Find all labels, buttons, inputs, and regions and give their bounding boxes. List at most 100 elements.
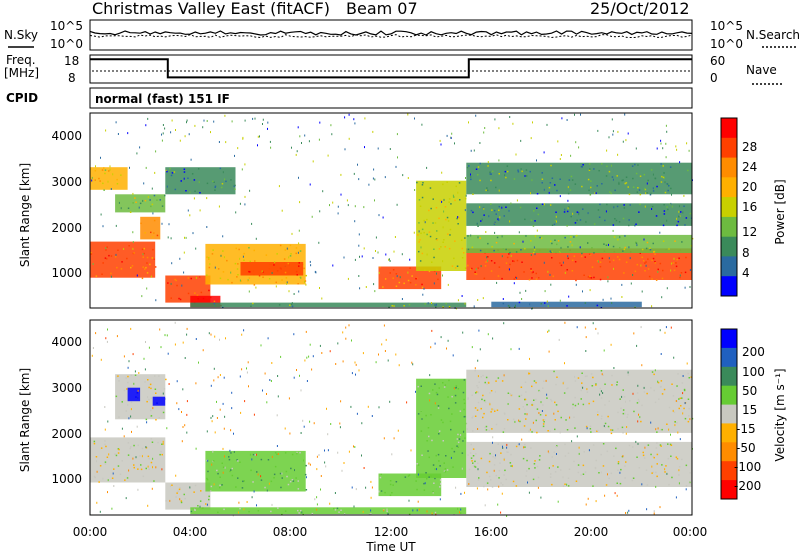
power-speckle	[622, 250, 624, 252]
power-noise	[136, 152, 138, 155]
velocity-speckle	[535, 419, 537, 422]
velocity-noise	[410, 449, 412, 452]
velocity-speckle	[133, 464, 135, 466]
velocity-speckle	[572, 407, 574, 409]
power-noise	[560, 246, 562, 249]
velocity-speckle	[289, 480, 292, 483]
velocity-speckle	[494, 457, 496, 459]
velocity-speckle	[219, 476, 221, 478]
velocity-noise	[289, 432, 291, 435]
power-speckle	[213, 300, 216, 303]
velocity-speckle	[456, 438, 459, 440]
power-noise	[441, 200, 443, 203]
velocity-speckle	[627, 413, 629, 416]
velocity-speckle	[627, 374, 630, 376]
velocity-noise	[326, 407, 327, 410]
velocity-speckle	[663, 388, 666, 391]
velocity-noise	[355, 373, 356, 376]
power-cb-swatch-7	[721, 256, 737, 277]
velocity-noise	[592, 322, 594, 325]
power-speckle	[278, 304, 281, 306]
velocity-noise	[556, 453, 557, 455]
power-speckle	[550, 164, 552, 167]
velocity-noise	[477, 359, 479, 362]
power-noise	[431, 302, 432, 304]
velocity-speckle	[667, 443, 669, 445]
power-noise	[671, 193, 672, 196]
power-speckle	[179, 298, 182, 301]
power-speckle	[419, 239, 421, 241]
velocity-noise	[600, 471, 602, 474]
velocity-speckle	[434, 477, 436, 480]
power-speckle	[514, 306, 516, 308]
power-speckle	[433, 248, 435, 250]
velocity-speckle	[430, 414, 432, 416]
velocity-speckle	[267, 459, 270, 461]
xtick-0800: 08:00	[273, 525, 308, 539]
beam-label: Beam 07	[346, 0, 418, 18]
power-speckle	[588, 169, 591, 171]
xaxis-label: Time UT	[365, 540, 416, 554]
power-noise	[281, 209, 283, 212]
power-speckle	[498, 266, 501, 268]
power-speckle	[593, 252, 595, 254]
power-noise	[666, 219, 668, 222]
power-noise	[299, 201, 301, 204]
power-speckle	[99, 180, 101, 182]
velocity-speckle	[160, 450, 162, 453]
velocity-speckle	[451, 447, 453, 450]
power-noise	[515, 153, 517, 156]
velocity-speckle	[564, 483, 566, 485]
velocity-noise	[633, 332, 635, 335]
power-noise	[567, 199, 569, 202]
power-speckle	[521, 261, 523, 263]
power-speckle	[508, 253, 510, 255]
power-speckle	[612, 245, 615, 248]
power-speckle	[108, 170, 110, 172]
velocity-noise	[251, 458, 253, 461]
power-speckle	[618, 183, 620, 185]
power-speckle	[623, 272, 625, 274]
power-speckle	[491, 209, 493, 211]
velocity-noise	[342, 360, 344, 363]
velocity-noise	[459, 511, 460, 514]
velocity-speckle	[150, 409, 152, 412]
power-speckle	[515, 251, 518, 253]
velocity-speckle	[475, 392, 477, 394]
power-speckle	[379, 266, 381, 268]
power-speckle	[635, 223, 637, 225]
velocity-noise	[625, 512, 627, 514]
velocity-speckle	[586, 391, 589, 393]
velocity-speckle	[142, 475, 145, 478]
velocity-noise	[233, 432, 234, 435]
velocity-speckle	[629, 400, 631, 402]
power-speckle	[128, 245, 130, 247]
velocity-noise	[477, 375, 479, 378]
power-noise	[549, 273, 551, 276]
power-speckle	[408, 303, 411, 306]
velocity-speckle	[386, 510, 388, 513]
power-noise	[496, 281, 498, 284]
velocity-speckle	[199, 500, 202, 502]
velocity-noise	[161, 468, 163, 471]
power-noise	[536, 159, 537, 162]
power-speckle	[237, 263, 239, 265]
power-speckle	[493, 209, 496, 212]
velocity-speckle	[654, 401, 657, 404]
velocity-speckle	[642, 454, 645, 457]
power-speckle	[667, 189, 669, 192]
power-noise	[183, 271, 185, 274]
velocity-noise	[152, 466, 153, 469]
velocity-speckle	[501, 380, 504, 382]
velocity-speckle	[273, 477, 275, 479]
power-noise	[142, 253, 144, 256]
velocity-speckle	[673, 411, 676, 413]
power-noise	[190, 158, 192, 161]
power-speckle	[227, 278, 229, 281]
power-noise	[436, 272, 437, 275]
velocity-speckle	[678, 398, 680, 400]
power-speckle	[284, 249, 287, 251]
velocity-noise	[249, 453, 251, 456]
power-noise	[395, 165, 397, 168]
power-speckle	[479, 249, 482, 252]
